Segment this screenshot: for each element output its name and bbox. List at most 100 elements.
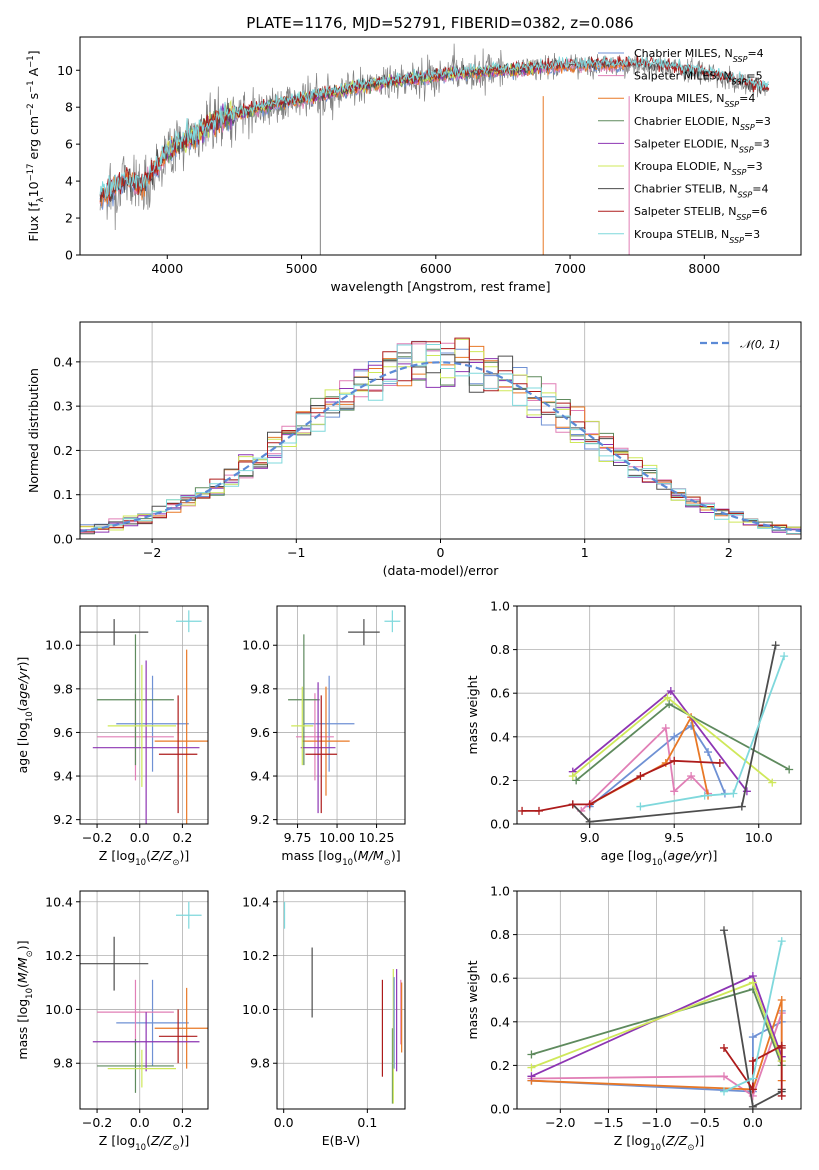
x-tick-label: 7000: [554, 261, 586, 276]
x-tick-label: 0.0: [130, 1115, 150, 1130]
y-tick-label: 1.0: [490, 599, 510, 614]
weight-marker: [527, 1072, 536, 1081]
weight-marker: [663, 693, 672, 702]
legend-entry: Kroupa ELODIE, NSSP=3: [634, 160, 763, 177]
x-axis-label: (data-model)/error: [383, 563, 500, 578]
normal-reference-curve: [80, 361, 801, 533]
y-axis-label: mass weight: [465, 675, 480, 754]
y-tick-label: 0.6: [490, 686, 510, 701]
plot-area: [99, 43, 770, 255]
y-axis-label: mass [log10(M/M⊙)]: [15, 940, 35, 1059]
errorbar-point: [116, 675, 189, 772]
y-tick-label: 0.2: [53, 443, 73, 458]
y-tick-label: 9.8: [53, 681, 73, 696]
y-tick-label: 0.1: [53, 487, 73, 502]
weight-marker: [748, 978, 757, 987]
x-tick-label: 0.2: [172, 1115, 192, 1130]
plot-area: [518, 641, 794, 824]
x-tick-label: 0: [437, 545, 445, 560]
y-tick-label: 9.8: [250, 1056, 270, 1071]
x-tick-label: 6000: [420, 261, 452, 276]
weight-marker: [527, 1063, 536, 1072]
axes-frame: [516, 605, 802, 825]
plot-area: [80, 610, 208, 824]
errorbar-point: [288, 634, 320, 766]
panel-mass-vs-EBV: 0.0 0.1 9.8 10.0 10.2 10.4 E(B-V): [242, 890, 406, 1148]
y-axis-label: mass weight: [465, 960, 480, 1039]
y-tick-label: 1.0: [490, 884, 510, 899]
x-axis-label: age [log10(age/yr)]: [601, 848, 718, 868]
x-axis-label: Z [log10(Z/Z⊙)]: [614, 1133, 704, 1153]
y-tick-label: 9.6: [53, 725, 73, 740]
plot-area: [283, 901, 403, 1104]
x-tick-label: 4000: [151, 261, 183, 276]
model-chabrier-stelib: [99, 56, 769, 202]
weight-line-salpeter-stelib: [522, 759, 720, 812]
x-axis-label: Z [log10(Z/Z⊙)]: [99, 1133, 189, 1153]
axes-frame: [79, 605, 209, 825]
legend-entry: Salpeter STELIB, NSSP=6: [634, 205, 767, 222]
weight-marker: [719, 1043, 728, 1052]
weight-marker: [715, 758, 724, 767]
y-tick-label: 0.0: [490, 1102, 510, 1117]
x-tick-label: −2.0: [545, 1115, 575, 1130]
weight-marker: [670, 732, 679, 741]
errorbar-point: [384, 610, 401, 633]
y-tick-label: 4: [65, 174, 73, 189]
weight-marker: [748, 1074, 757, 1083]
weight-line-salpeter-stelib: [723, 1044, 783, 1096]
panel-mass-vs-Z: −0.2 0.0 0.2 9.8 10.0 10.2 10.4 Z [log10(Z/Z⊙)]…: [15, 890, 209, 1153]
figure-title: PLATE=1176, MJD=52791, FIBERID=0382, z=0…: [246, 14, 633, 32]
y-tick-label: 0.0: [53, 532, 73, 547]
weight-marker: [704, 748, 713, 757]
errorbar-point: [154, 987, 208, 1069]
errorbar-point: [154, 649, 208, 824]
legend-entry: Salpeter ELODIE, NSSP=3: [634, 137, 770, 154]
y-tick-label: 10.2: [45, 948, 73, 963]
y-tick-label: 6: [65, 137, 73, 152]
axes-frame: [79, 36, 802, 256]
x-axis-label: wavelength [Angstrom, rest frame]: [330, 279, 550, 294]
errorbar-point: [176, 610, 202, 633]
axes-frame: [79, 890, 209, 1110]
panel-weight-vs-Z: −2.0 −1.5 −1.0 −0.5 0.0 0.0 0.2 0.4 0.6 0.8 1.0 Z […: [465, 884, 802, 1153]
y-tick-label: 10.0: [242, 638, 270, 653]
weight-marker: [636, 802, 645, 811]
errorbar-point: [302, 686, 350, 796]
x-tick-label: 10.00: [319, 830, 355, 845]
weight-marker: [527, 1050, 536, 1059]
weight-line-kroupa-miles: [531, 999, 783, 1091]
x-tick-label: −1: [287, 545, 305, 560]
weight-marker: [534, 806, 543, 815]
y-tick-label: 9.4: [250, 769, 270, 784]
errorbar-point: [92, 660, 200, 824]
y-tick-label: 9.2: [53, 812, 73, 827]
errorbar-point: [303, 675, 355, 772]
errorbar-point: [97, 979, 174, 1045]
axes-frame: [516, 890, 802, 1110]
x-tick-label: −0.2: [82, 830, 112, 845]
errorbar-point: [97, 1039, 174, 1093]
weight-marker: [748, 1033, 757, 1042]
x-tick-label: −1.0: [641, 1115, 671, 1130]
weight-marker: [777, 937, 786, 946]
x-tick-label: 10.0: [745, 830, 773, 845]
weight-marker: [700, 791, 709, 800]
x-axis-label: E(B-V): [322, 1133, 361, 1148]
weight-marker: [518, 806, 527, 815]
panel-age-vs-mass: 9.75 10.00 10.25 9.2 9.4 9.6 9.8 10.0 mass [log1…: [242, 605, 406, 868]
errorbar-point: [107, 1049, 176, 1088]
errorbar-point: [80, 936, 149, 991]
y-tick-label: 0.2: [490, 1058, 510, 1073]
y-tick-label: 0.2: [490, 773, 510, 788]
x-tick-label: 1: [581, 545, 589, 560]
legend-entry: Chabrier ELODIE, NSSP=3: [634, 115, 771, 132]
plot-area: [80, 337, 801, 539]
weight-marker: [585, 800, 594, 809]
legend-entry: Kroupa MILES, NSSP=4: [634, 92, 755, 109]
legend-entry: 𝒩(0, 1): [740, 338, 780, 351]
errorbar-point: [97, 634, 174, 766]
weight-marker: [780, 652, 789, 661]
y-tick-label: 0.4: [53, 354, 73, 369]
